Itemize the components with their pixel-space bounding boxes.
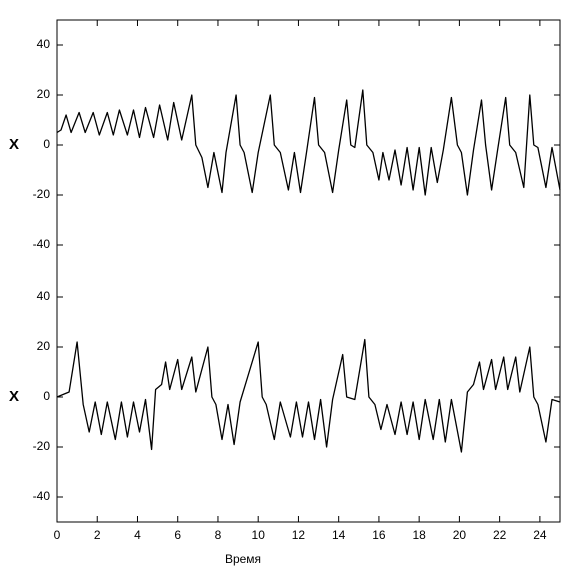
series-line [56,338,561,453]
y-tick-label: 20 [37,87,51,101]
x-tick-label: 12 [292,528,306,542]
y-tick-label: 40 [37,289,51,303]
x-tick-label: 8 [215,528,222,542]
x-tick-label: 18 [412,528,426,542]
plot-frame [56,19,561,523]
y-tick-label: 40 [37,37,51,51]
x-axis-label: Время [225,552,261,566]
x-tick-label: 2 [94,528,101,542]
y-tick-label: -20 [33,187,51,201]
x-tick-label: 20 [453,528,467,542]
x-tick-label: 14 [332,528,346,542]
y-tick-label: 0 [43,137,50,151]
y-tick-label: 20 [37,339,51,353]
x-tick-label: 6 [174,528,181,542]
y-tick-label: 0 [43,389,50,403]
y-axis-label: X [9,136,19,153]
x-tick-label: 16 [372,528,386,542]
series-line [56,89,561,196]
x-tick-label: 0 [54,528,61,542]
x-tick-label: 22 [493,528,507,542]
x-tick-label: 4 [134,528,141,542]
x-tick-label: 10 [252,528,266,542]
y-axis-label: X [9,388,19,405]
y-tick-label: -40 [33,489,51,503]
y-tick-label: -20 [33,439,51,453]
x-tick-label: 24 [533,528,547,542]
y-tick-label: -40 [33,237,51,251]
